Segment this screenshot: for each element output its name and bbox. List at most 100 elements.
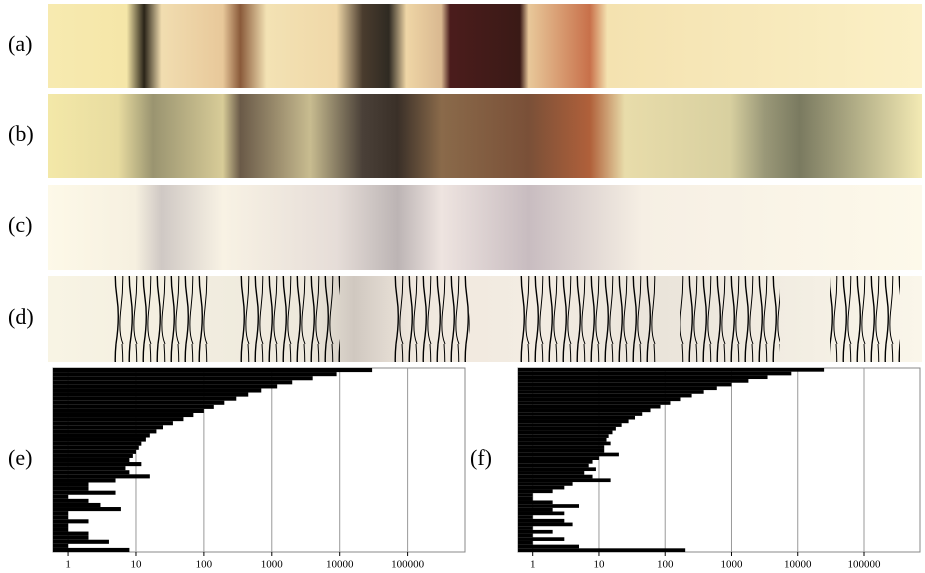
bar [53,519,89,524]
panel-label: (e) [8,445,32,470]
image-strip [48,4,922,88]
image-strip [48,185,922,270]
image-strip-lines [390,276,470,362]
bar [53,515,69,520]
bar [518,375,768,380]
bar [53,421,173,426]
bar [518,511,565,516]
bar [53,372,337,377]
bar [53,486,89,491]
bar [518,441,611,446]
bar [518,415,636,420]
bar [53,445,139,450]
bar [53,466,126,471]
x-tick-label: 1 [65,559,71,571]
bar [53,457,130,463]
bar [53,539,109,544]
bar [518,393,692,398]
panel-label: (f) [470,445,492,470]
bar [518,493,533,497]
panel-label: (c) [8,212,32,237]
bar [53,368,373,373]
bar [518,489,553,494]
x-tick-label: 10000 [784,559,812,571]
bar [53,502,101,508]
image-strip [48,94,922,178]
bar [518,533,533,538]
bar [518,437,607,442]
bar [518,397,681,402]
x-tick-label: 100000 [391,559,425,571]
bar [53,441,142,446]
bar [518,448,605,453]
bar [518,507,553,512]
bar [518,408,651,413]
bar [53,396,237,401]
bar [518,471,585,475]
bar [53,535,89,540]
x-tick-label: 100 [657,559,674,571]
bar [53,449,136,454]
bar [518,504,580,508]
bar [518,518,565,523]
bar [53,400,225,405]
image-strip-lines [680,276,780,362]
bar [53,507,121,512]
bar [53,380,293,385]
bar [518,390,704,394]
bar [53,494,69,499]
bar [518,478,611,483]
bar [518,456,599,460]
bar [518,404,661,409]
bar [518,522,573,527]
bar [518,426,616,431]
x-tick-label: 100000 [848,559,882,571]
panel-label: (b) [8,121,34,146]
bar [518,548,686,552]
bar [53,474,150,479]
bar [518,423,622,427]
bar [518,463,589,468]
bar [53,482,89,487]
image-strip-lines [240,276,340,362]
bar [518,467,596,472]
bar [518,419,629,424]
bar [53,433,150,438]
bar [518,445,605,449]
bar [518,526,533,530]
bar [518,544,580,549]
bar [53,429,157,434]
bar [53,437,146,442]
x-tick-label: 10 [593,559,605,571]
bar [53,462,142,467]
bar [518,500,553,505]
bar [53,543,69,548]
bar [518,529,553,534]
panel-label: (d) [8,304,34,329]
bar [53,490,116,495]
image-strip-lines [520,276,660,362]
bar [518,371,792,376]
bar [518,474,593,479]
bar [53,384,278,389]
bar [53,376,313,381]
bar [518,496,533,501]
panel-label: (a) [8,31,32,56]
bar [53,523,69,528]
bar [53,547,130,552]
bar [518,537,565,541]
bar [518,515,533,519]
bar [518,485,565,490]
x-tick-label: 1 [530,559,536,571]
bar [53,408,204,413]
bar [53,417,184,422]
bar [518,386,717,391]
x-tick-label: 1000 [261,559,284,571]
bar [53,388,262,393]
bar [518,430,613,435]
x-tick-label: 10000 [326,559,354,571]
x-tick-label: 10 [130,559,142,571]
bar [53,470,130,475]
bar [518,368,825,372]
bar [518,460,593,464]
